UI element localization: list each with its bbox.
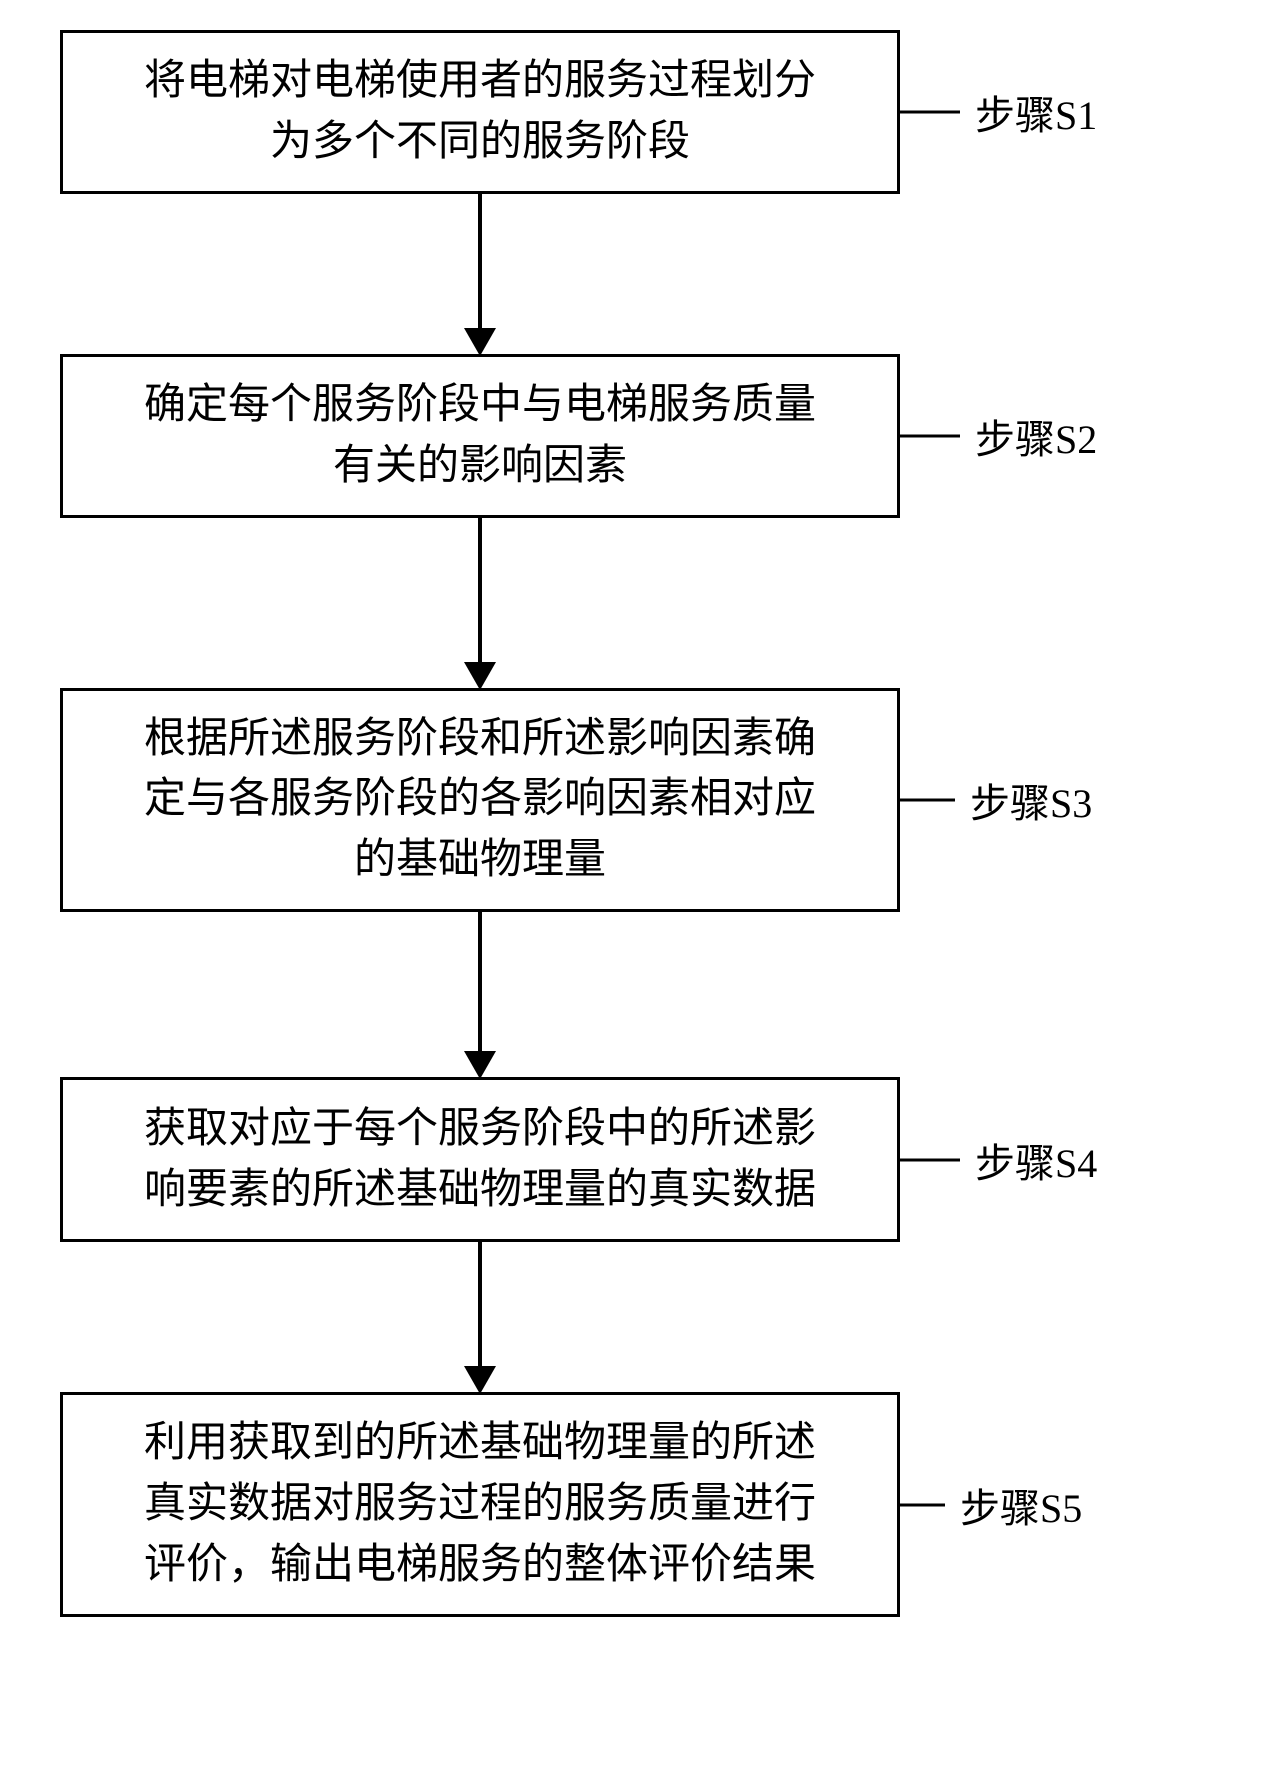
step-row-5: 利用获取到的所述基础物理量的所述真实数据对服务过程的服务质量进行评价，输出电梯服…: [60, 1392, 1266, 1617]
step-3-line-1: 根据所述服务阶段和所述影响因素确: [144, 709, 816, 770]
arrow-connector-1: [60, 194, 900, 354]
step-row-2: 确定每个服务阶段中与电梯服务质量有关的影响因素 步骤S2: [60, 354, 1266, 518]
step-box-2: 确定每个服务阶段中与电梯服务质量有关的影响因素: [60, 354, 900, 518]
arrow-head-icon-1: [464, 328, 496, 356]
flowchart-container: 将电梯对电梯使用者的服务过程划分为多个不同的服务阶段 步骤S1 确定每个服务阶段中与…: [0, 0, 1266, 1769]
step-row-1: 将电梯对电梯使用者的服务过程划分为多个不同的服务阶段 步骤S1: [60, 30, 1266, 194]
step-box-1: 将电梯对电梯使用者的服务过程划分为多个不同的服务阶段: [60, 30, 900, 194]
arrow-connector-2: [60, 518, 900, 688]
step-5-line-3: 评价，输出电梯服务的整体评价结果: [144, 1535, 816, 1596]
arrow-line-1: [478, 194, 482, 330]
step-box-5: 利用获取到的所述基础物理量的所述真实数据对服务过程的服务质量进行评价，输出电梯服…: [60, 1392, 900, 1617]
label-connector-1: [900, 110, 960, 113]
step-1-line-2: 为多个不同的服务阶段: [270, 112, 690, 173]
arrow-head-icon-2: [464, 662, 496, 690]
label-connector-2: [900, 434, 960, 437]
step-row-4: 获取对应于每个服务阶段中的所述影响要素的所述基础物理量的真实数据 步骤S4: [60, 1077, 1266, 1242]
step-label-4: 步骤S4: [975, 1131, 1097, 1189]
arrow-line-3: [478, 912, 482, 1053]
step-box-3: 根据所述服务阶段和所述影响因素确定与各服务阶段的各影响因素相对应的基础物理量: [60, 688, 900, 913]
step-1-line-1: 将电梯对电梯使用者的服务过程划分: [144, 51, 816, 112]
step-row-3: 根据所述服务阶段和所述影响因素确定与各服务阶段的各影响因素相对应的基础物理量 步骤…: [60, 688, 1266, 913]
label-connector-5: [900, 1503, 945, 1506]
step-4-line-1: 获取对应于每个服务阶段中的所述影: [144, 1099, 816, 1160]
label-connector-3: [900, 798, 955, 801]
arrow-head-icon-3: [464, 1051, 496, 1079]
step-3-line-2: 定与各服务阶段的各影响因素相对应: [144, 769, 816, 830]
step-label-1: 步骤S1: [975, 83, 1097, 141]
arrow-line-2: [478, 518, 482, 664]
step-3-line-3: 的基础物理量: [354, 830, 606, 891]
arrow-connector-3: [60, 912, 900, 1077]
step-2-line-2: 有关的影响因素: [333, 436, 627, 497]
step-5-line-1: 利用获取到的所述基础物理量的所述: [144, 1413, 816, 1474]
arrow-line-4: [478, 1242, 482, 1368]
step-label-5: 步骤S5: [960, 1476, 1082, 1534]
step-box-4: 获取对应于每个服务阶段中的所述影响要素的所述基础物理量的真实数据: [60, 1077, 900, 1242]
step-label-3: 步骤S3: [970, 771, 1092, 829]
label-connector-4: [900, 1158, 960, 1161]
step-2-line-1: 确定每个服务阶段中与电梯服务质量: [144, 375, 816, 436]
step-4-line-2: 响要素的所述基础物理量的真实数据: [144, 1160, 816, 1221]
step-label-2: 步骤S2: [975, 407, 1097, 465]
arrow-connector-4: [60, 1242, 900, 1392]
arrow-head-icon-4: [464, 1366, 496, 1394]
step-5-line-2: 真实数据对服务过程的服务质量进行: [144, 1474, 816, 1535]
